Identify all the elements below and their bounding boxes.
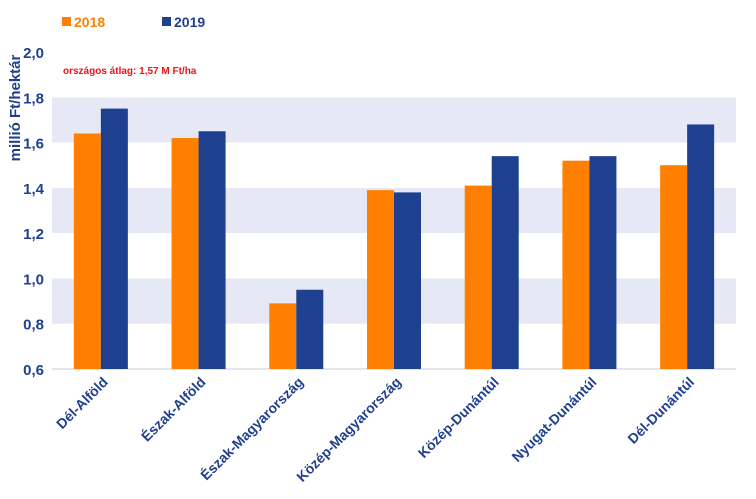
bar-2018-5 xyxy=(464,185,492,369)
bar-2019-3 xyxy=(296,289,324,369)
legend-swatch-2018 xyxy=(62,17,71,26)
y-tick-label: 0,6 xyxy=(23,362,44,379)
bar-2018-1 xyxy=(73,133,101,369)
y-axis-ticks: 0,6 0,8 1,0 1,2 1,4 1,6 1,8 2,0 xyxy=(23,45,45,379)
bar-2018-4 xyxy=(367,190,394,369)
legend: 2018 2019 xyxy=(62,14,205,30)
bar-2019-2 xyxy=(198,131,226,369)
grid-band xyxy=(52,97,736,143)
bar-2019-5 xyxy=(491,156,519,369)
y-tick-label: 2,0 xyxy=(23,45,44,62)
bars xyxy=(73,108,715,369)
bar-2018-2 xyxy=(171,138,199,369)
legend-swatch-2019 xyxy=(162,17,171,26)
bar-2019-7 xyxy=(687,124,715,369)
x-tick-label: Közép-Magyarország xyxy=(293,374,404,485)
average-annotation: országos átlag: 1,57 M Ft/ha xyxy=(63,66,197,77)
x-tick-label: Észak-Magyarország xyxy=(197,374,306,483)
y-tick-label: 1,4 xyxy=(23,181,45,198)
x-tick-label: Nyugat-Dunántúl xyxy=(508,374,599,465)
y-tick-label: 1,2 xyxy=(23,226,44,243)
x-tick-label: Dél-Dunántúl xyxy=(624,374,697,447)
bar-2019-1 xyxy=(100,108,128,369)
y-tick-label: 0,8 xyxy=(23,317,44,334)
x-axis-ticks: Dél-Alföld Észak-AlföldÉszak-Magyarország… xyxy=(53,374,697,485)
legend-label-2019: 2019 xyxy=(174,14,205,30)
y-tick-label: 1,6 xyxy=(23,136,44,153)
x-tick-label: Dél-Alföld xyxy=(53,374,111,432)
bar-2019-4 xyxy=(394,192,421,369)
bar-2018-6 xyxy=(562,160,590,369)
grid-band xyxy=(52,52,736,98)
x-tick-label: Észak-Alföld xyxy=(138,374,209,445)
grid-band xyxy=(52,142,736,188)
bar-2018-3 xyxy=(269,303,297,369)
x-tick-label: Közép-Dunántúl xyxy=(415,374,502,461)
bar-2018-7 xyxy=(660,165,688,369)
y-tick-label: 1,0 xyxy=(23,271,44,288)
legend-label-2018: 2018 xyxy=(74,14,105,30)
y-tick-label: 1,8 xyxy=(23,90,44,107)
y-axis-label: millió Ft/hektár xyxy=(7,54,24,161)
bar-2019-6 xyxy=(589,156,617,369)
